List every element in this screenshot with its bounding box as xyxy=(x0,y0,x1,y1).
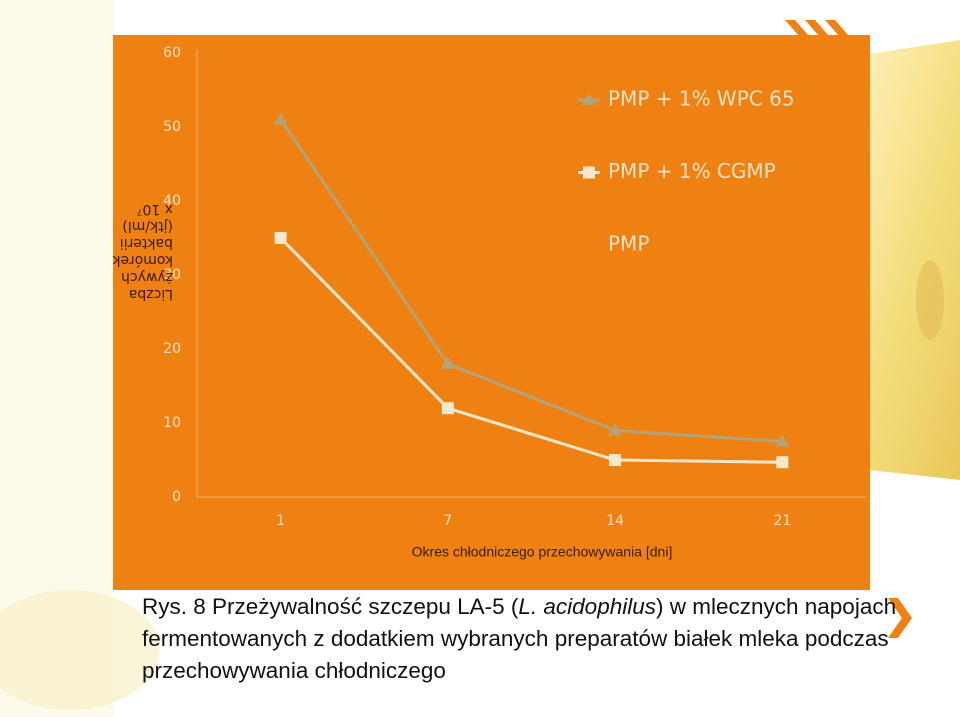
x-axis-title: Okres chłodniczego przechowywania [dni] xyxy=(412,544,673,560)
marker xyxy=(441,402,454,415)
marker xyxy=(776,456,789,469)
legend-marker xyxy=(582,93,596,105)
x-tick-label: 14 xyxy=(606,513,624,529)
caption-text: ) w mlecznych napojach fermentowanych z … xyxy=(142,594,897,683)
x-tick-label: 7 xyxy=(443,513,452,529)
y-axis-title: Liczba żywych komórek bakterii (jtk/ml) … xyxy=(112,201,173,302)
marker xyxy=(273,112,288,125)
series-line xyxy=(279,118,783,443)
y-tick-label: 50 xyxy=(163,119,181,135)
caption-species: L. acidophilus xyxy=(518,594,656,619)
legend-label: PMP + 1% WPC 65 xyxy=(608,87,795,111)
marker xyxy=(775,434,790,447)
y-tick-label: 60 xyxy=(163,45,181,61)
caption-text: Rys. 8 Przeżywalność szczepu LA-5 ( xyxy=(142,594,519,619)
legend-label: PMP xyxy=(608,232,649,256)
marker xyxy=(274,232,287,244)
x-tick-label: 21 xyxy=(773,513,791,529)
marker xyxy=(608,423,623,436)
y-tick-label: 30 xyxy=(163,267,181,283)
y-tick-label: 0 xyxy=(172,489,181,505)
y-tick-label: 40 xyxy=(163,193,181,209)
marker xyxy=(440,356,455,369)
x-tick-label: 1 xyxy=(276,513,285,529)
caption: Rys. 8 Przeżywalność szczepu LA-5 (L. ac… xyxy=(142,591,902,687)
y-tick-label: 20 xyxy=(163,341,181,357)
series-line xyxy=(279,236,783,464)
marker xyxy=(609,454,622,466)
legend-marker xyxy=(583,166,595,179)
y-tick-label: 10 xyxy=(163,415,181,431)
legend-label: PMP + 1% CGMP xyxy=(608,159,776,183)
